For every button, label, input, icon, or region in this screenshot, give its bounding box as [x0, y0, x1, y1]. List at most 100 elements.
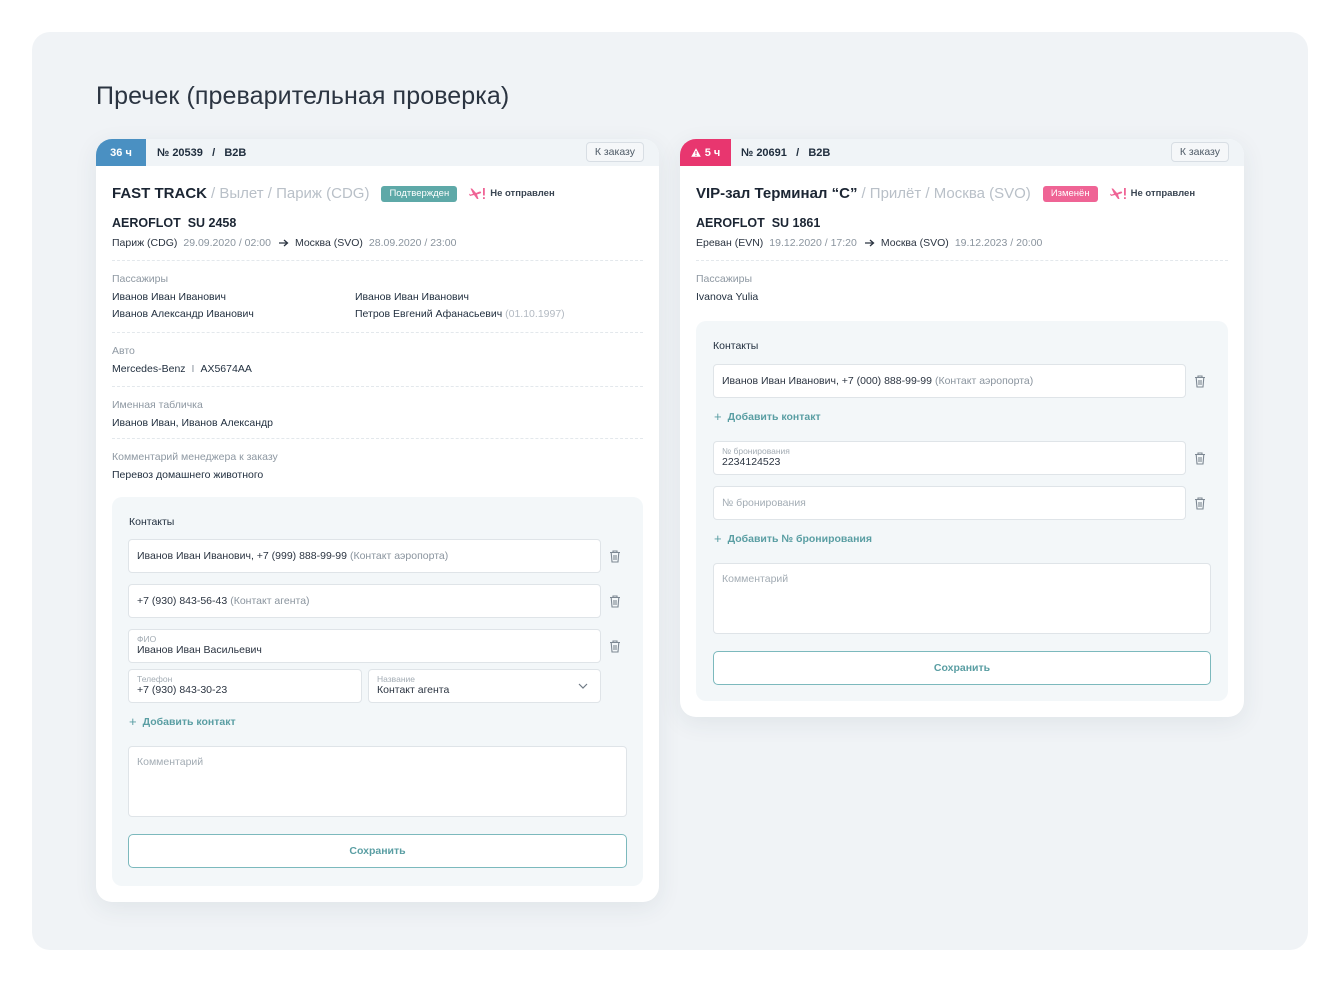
- divider: [112, 386, 643, 387]
- status-badge: Изменён: [1042, 185, 1098, 202]
- divider: [112, 332, 643, 333]
- contact-value: Иванов Иван Иванович, +7 (999) 888-99-99: [137, 550, 347, 562]
- comment-placeholder: Комментарий: [722, 573, 789, 585]
- order-number: № 20691: [741, 147, 787, 159]
- passengers-label: Пассажиры: [112, 273, 169, 285]
- order-info: № 20539 / B2B: [157, 147, 247, 159]
- contact-value: Иванов Иван Иванович, +7 (000) 888-99-99: [722, 375, 932, 387]
- divider: [112, 438, 643, 439]
- add-contact-label: Добавить контакт: [727, 411, 821, 423]
- not-sent-status: Не отправлен: [469, 187, 555, 201]
- fio-label: ФИО: [137, 634, 157, 644]
- trash-icon[interactable]: [609, 640, 621, 653]
- trash-icon[interactable]: [1194, 375, 1206, 388]
- booking-placeholder: № бронирования: [722, 497, 806, 509]
- timer-text: 5 ч: [704, 146, 721, 159]
- passenger-birthdate: (01.10.1997): [505, 308, 565, 320]
- service-name: VIP-зал Терминал “C”: [696, 185, 858, 202]
- phone-input[interactable]: Телефон +7 (930) 843-30-23: [128, 669, 362, 703]
- passenger-name: Ivanova Yulia: [696, 291, 759, 303]
- chevron-down-icon: [578, 683, 588, 689]
- plus-icon: +: [129, 714, 137, 729]
- service-direction: / Прилёт / Москва (SVO): [861, 185, 1031, 202]
- order-number: № 20539: [157, 147, 203, 159]
- contacts-title: Контакты: [129, 516, 175, 528]
- route-from: Ереван (EVN): [696, 237, 764, 249]
- contact-field[interactable]: Иванов Иван Иванович, +7 (999) 888-99-99…: [128, 539, 601, 573]
- service-direction: / Вылет / Париж (CDG): [211, 185, 370, 202]
- order-type: B2B: [224, 147, 247, 159]
- service-name: FAST TRACK: [112, 185, 207, 202]
- auto-model: Mercedes-Benz: [112, 363, 186, 375]
- add-booking-label: Добавить № бронирования: [727, 533, 873, 545]
- contact-value: +7 (930) 843-56-43: [137, 595, 228, 607]
- auto-value: Mercedes-Benz I AX5674AA: [112, 363, 252, 375]
- to-order-button[interactable]: К заказу: [585, 142, 644, 162]
- warning-icon: [690, 148, 701, 157]
- booking-number-input[interactable]: № бронирования 2234124523: [713, 441, 1186, 475]
- passenger-name: Иванов Иван Иванович: [355, 291, 469, 303]
- plane-alert-icon: [1109, 187, 1126, 199]
- auto-plate: AX5674AA: [200, 363, 252, 375]
- manager-comment-value: Перевоз домашнего животного: [112, 469, 264, 481]
- trash-icon[interactable]: [609, 595, 621, 608]
- flight-route: Париж (CDG) 29.09.2020 / 02:00 Москва (S…: [112, 237, 456, 249]
- comment-textarea[interactable]: Комментарий: [713, 563, 1211, 634]
- passenger-name-with-date: Петров Евгений Афанасьевич (01.10.1997): [355, 308, 565, 320]
- add-contact-link[interactable]: + Добавить контакт: [714, 409, 821, 424]
- divider: [112, 260, 643, 261]
- timer-text: 36 ч: [110, 146, 132, 159]
- arrow-right-icon: [864, 239, 875, 247]
- passenger-name: Петров Евгений Афанасьевич: [355, 308, 503, 320]
- card-header: 36 ч № 20539 / B2B К заказу: [96, 139, 659, 166]
- save-button[interactable]: Сохранить: [713, 651, 1211, 685]
- trash-icon[interactable]: [1194, 452, 1206, 465]
- order-info: № 20691 / B2B: [741, 147, 831, 159]
- service-line: VIP-зал Терминал “C” / Прилёт / Москва (…: [696, 185, 1195, 202]
- route-to: Москва (SVO): [294, 237, 363, 249]
- contact-name-select[interactable]: Название Контакт агента: [368, 669, 601, 703]
- comment-placeholder: Комментарий: [137, 756, 204, 768]
- order-card-20539: 36 ч № 20539 / B2B К заказу FAST TRACK /…: [96, 139, 659, 902]
- trash-icon[interactable]: [1194, 497, 1206, 510]
- auto-separator: I: [191, 363, 195, 375]
- fio-input[interactable]: ФИО Иванов Иван Васильевич: [128, 629, 601, 663]
- contacts-panel: Контакты Иванов Иван Иванович, +7 (999) …: [112, 497, 643, 886]
- route-from: Париж (CDG): [112, 237, 178, 249]
- plus-icon: +: [714, 531, 722, 546]
- flight-name: AEROFLOT SU 2458: [112, 216, 237, 230]
- route-to: Москва (SVO): [880, 237, 949, 249]
- comment-textarea[interactable]: Комментарий: [128, 746, 627, 817]
- divider: [696, 260, 1228, 261]
- not-sent-status: Не отправлен: [1109, 187, 1195, 201]
- route-from-time: 19.12.2020 / 17:20: [769, 237, 857, 249]
- to-order-button[interactable]: К заказу: [1170, 142, 1229, 162]
- add-booking-link[interactable]: + Добавить № бронирования: [714, 531, 873, 546]
- booking-number-input-empty[interactable]: № бронирования: [713, 486, 1186, 520]
- passenger-name: Иванов Иван Иванович: [112, 291, 226, 303]
- route-from-time: 29.09.2020 / 02:00: [183, 237, 271, 249]
- arrow-right-icon: [278, 239, 289, 247]
- card-header: 5 ч № 20691 / B2B К заказу: [680, 139, 1244, 166]
- trash-icon[interactable]: [609, 550, 621, 563]
- add-contact-link[interactable]: + Добавить контакт: [129, 714, 236, 729]
- name-sign-value: Иванов Иван, Иванов Александр: [112, 417, 273, 429]
- phone-label: Телефон: [137, 674, 173, 684]
- contact-field[interactable]: +7 (930) 843-56-43 (Контакт агента): [128, 584, 601, 618]
- booking-label: № бронирования: [722, 446, 790, 456]
- plane-alert-icon: [469, 187, 486, 199]
- timer-badge: 36 ч: [96, 139, 146, 166]
- contact-field[interactable]: Иванов Иван Иванович, +7 (000) 888-99-99…: [713, 364, 1186, 398]
- flight-name: AEROFLOT SU 1861: [696, 216, 821, 230]
- plus-icon: +: [714, 409, 722, 424]
- name-value: Контакт агента: [377, 684, 450, 696]
- order-card-20691: 5 ч № 20691 / B2B К заказу VIP-зал Терми…: [680, 139, 1244, 717]
- fio-value: Иванов Иван Васильевич: [137, 644, 262, 656]
- route-to-time: 28.09.2020 / 23:00: [368, 237, 457, 249]
- save-button[interactable]: Сохранить: [128, 834, 627, 868]
- contacts-panel: Контакты Иванов Иван Иванович, +7 (000) …: [696, 321, 1228, 701]
- booking-value: 2234124523: [722, 456, 781, 468]
- not-sent-label: Не отправлен: [490, 188, 555, 199]
- name-sign-label: Именная табличка: [112, 399, 203, 411]
- contact-type: (Контакт агента): [230, 595, 310, 607]
